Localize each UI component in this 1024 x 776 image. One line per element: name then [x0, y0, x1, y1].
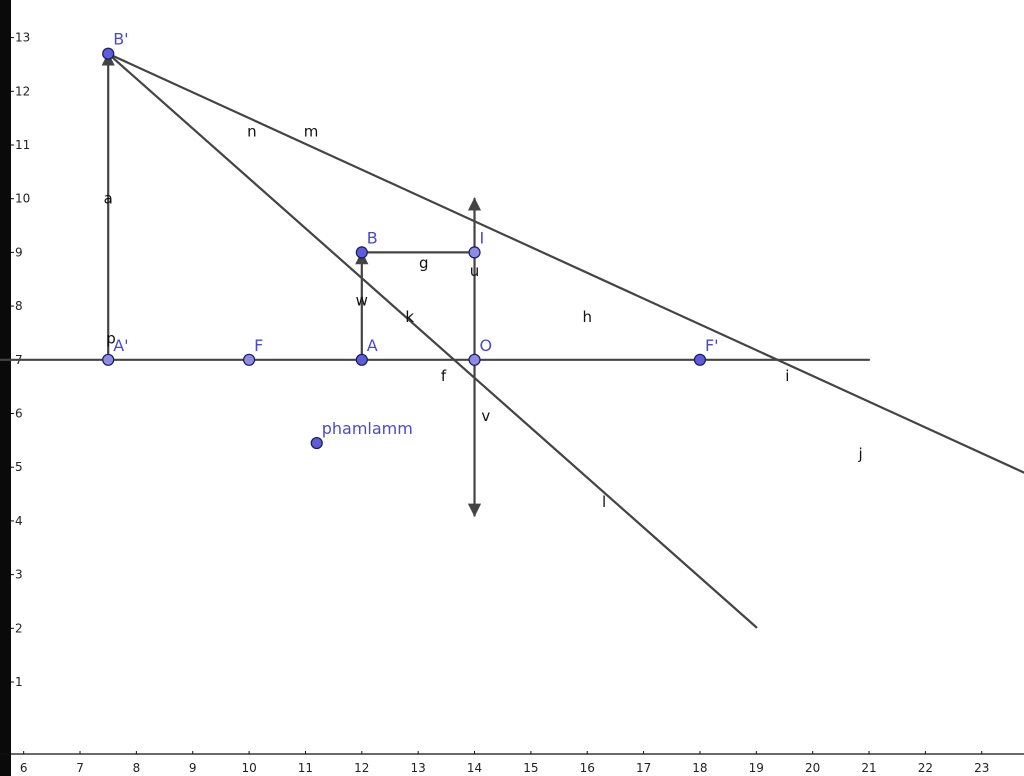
x-tick-label: 14	[467, 761, 482, 775]
segment-label-p: p	[106, 329, 116, 347]
segment-label-u: u	[470, 262, 480, 280]
x-tick-label: 18	[692, 761, 707, 775]
point-label-I: I	[480, 228, 485, 247]
segment-label-n: n	[247, 123, 257, 141]
x-tick-label: 11	[298, 761, 313, 775]
point-label-B: B	[367, 228, 378, 247]
point-layer: B' A' F A B I O F' phamlamm	[102, 30, 719, 450]
y-tick-label: 4	[15, 514, 23, 528]
y-tick-label: 13	[15, 31, 30, 45]
y-tick-label: 3	[15, 568, 23, 582]
point-A[interactable]	[355, 353, 368, 366]
x-tick-label: 15	[523, 761, 538, 775]
point-label-B_prime: B'	[113, 30, 128, 49]
x-tick-label: 6	[20, 761, 28, 775]
x-tick-label: 22	[918, 761, 933, 775]
x-tick-label: 16	[580, 761, 595, 775]
x-tick-label: 21	[861, 761, 876, 775]
x-tick-label: 13	[411, 761, 426, 775]
point-I[interactable]	[468, 246, 481, 259]
x-tick-label: 8	[133, 761, 141, 775]
y-tick-label: 12	[15, 84, 30, 98]
y-tick-label: 9	[15, 245, 23, 259]
point-O[interactable]	[468, 353, 481, 366]
ray-through-focus[interactable]	[107, 52, 1024, 474]
segment-label-m: m	[304, 123, 319, 141]
x-tick-label: 7	[76, 761, 84, 775]
segment-label-j: j	[857, 445, 862, 463]
y-axis-bar	[0, 0, 11, 776]
x-tick-label: 20	[805, 761, 820, 775]
y-tick-label: 10	[15, 192, 30, 206]
point-F[interactable]	[242, 353, 256, 366]
point-label-A_prime: A'	[113, 336, 128, 355]
segment-label-h: h	[582, 308, 592, 326]
point-phamlamm[interactable]	[310, 436, 323, 450]
y-tick-label: 1	[15, 675, 23, 689]
x-tick-label: 17	[636, 761, 651, 775]
point-label-F: F	[254, 336, 263, 355]
point-label-A: A	[367, 336, 378, 355]
x-tick-label: 10	[241, 761, 256, 775]
segment-label-w: w	[356, 292, 368, 310]
point-B_prime[interactable]	[102, 47, 115, 60]
point-F_prime[interactable]	[693, 353, 707, 366]
segment-label-a: a	[104, 190, 113, 208]
segment-label-v: v	[481, 407, 490, 425]
point-label-phamlamm: phamlamm	[322, 419, 413, 438]
x-tick-label: 9	[189, 761, 197, 775]
segment-label-f: f	[441, 367, 447, 385]
x-tick-label: 19	[749, 761, 764, 775]
y-tick-label: 2	[15, 621, 23, 635]
point-label-F_prime: F'	[705, 336, 719, 355]
y-tick-label: 5	[15, 460, 23, 474]
segment-label-l: l	[602, 493, 606, 511]
segment-label-layer: a p n m w g k u f v h i l j	[104, 123, 863, 512]
y-tick-label: 11	[15, 138, 30, 152]
ray-through-center[interactable]	[107, 52, 758, 629]
x-tick-label: 23	[974, 761, 989, 775]
y-tick-label: 6	[15, 407, 23, 421]
point-label-O: O	[480, 336, 493, 355]
point-B[interactable]	[355, 246, 368, 259]
segment-label-g: g	[419, 254, 429, 272]
y-tick-label: 8	[15, 299, 23, 313]
segment-label-k: k	[405, 308, 414, 326]
point-A_prime[interactable]	[102, 353, 115, 366]
x-tick-label: 12	[354, 761, 369, 775]
segment-label-i: i	[785, 367, 789, 385]
segment-layer	[0, 52, 1024, 629]
